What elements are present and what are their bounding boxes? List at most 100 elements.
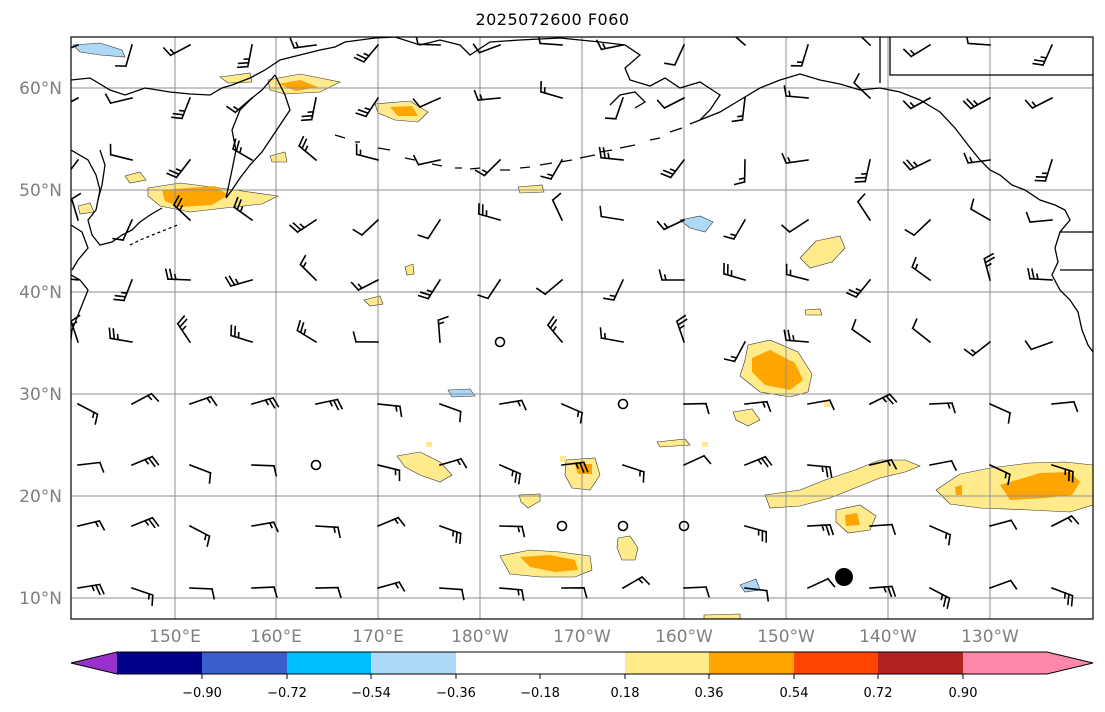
- colorbar-tick-1: −0.72: [267, 686, 307, 701]
- wind-barb: [1032, 43, 1054, 67]
- wind-barb: [540, 158, 564, 181]
- colorbar-tick-7: 0.54: [780, 686, 809, 701]
- wind-barb: [656, 96, 686, 110]
- wind-barb: [352, 218, 380, 237]
- lon-label-150w: 150°W: [757, 627, 815, 647]
- colorbar-tick-2: −0.54: [351, 686, 391, 701]
- wind-barb: [983, 252, 996, 281]
- wind-barb: [1051, 400, 1079, 413]
- lon-label-140w: 140°W: [859, 627, 917, 647]
- wind-barb: [232, 196, 254, 222]
- wind-barb: [723, 340, 747, 363]
- colorbar-swatch-7: [625, 652, 709, 674]
- wind-barb: [172, 195, 192, 222]
- wind-barb: [807, 399, 835, 411]
- wind-barb: [1027, 267, 1053, 281]
- wind-barb: [807, 523, 835, 536]
- wind-barb: [963, 340, 992, 357]
- wind-barb: [289, 37, 317, 49]
- wind-barb: [1024, 340, 1054, 351]
- colorbar: −0.90 −0.72 −0.54 −0.36 −0.18 0.18 0.36 …: [70, 651, 1094, 701]
- calm-wind-markers: [310, 336, 690, 532]
- wind-barb: [656, 218, 686, 231]
- wind-barb: [807, 464, 833, 478]
- wind-barb: [962, 96, 992, 110]
- wind-barb: [902, 96, 932, 110]
- wind-barb: [850, 318, 872, 344]
- wind-barb: [296, 319, 318, 344]
- wind-barb: [162, 43, 192, 57]
- wind-barb: [785, 263, 809, 281]
- wind-barb: [412, 154, 441, 166]
- wind-barb: [1050, 586, 1074, 607]
- wind-barb: [472, 43, 502, 54]
- wind-barb: [115, 44, 133, 68]
- wind-barb: [988, 402, 1012, 424]
- wind-barb: [71, 192, 82, 221]
- lat-label-30: 30°N: [19, 385, 62, 405]
- wind-barb: [856, 193, 872, 222]
- wind-barb: [929, 401, 957, 414]
- wind-barb: [969, 198, 992, 222]
- colorbar-tick-3: −0.36: [436, 686, 476, 701]
- wind-barb: [599, 205, 624, 221]
- wind-barb: [560, 402, 584, 424]
- wind-barb: [412, 96, 442, 109]
- wind-barb: [595, 39, 624, 51]
- lat-label-20: 20°N: [19, 487, 62, 507]
- colorbar-swatch-3: [287, 652, 371, 674]
- wind-barb: [683, 402, 710, 415]
- wind-barb: [599, 327, 624, 343]
- wind-barb: [224, 275, 253, 288]
- colorbar-swatch-2: [202, 652, 287, 674]
- wind-barb: [660, 158, 686, 179]
- wind-barb: [231, 138, 254, 162]
- wind-barb: [377, 464, 401, 482]
- wind-barb: [929, 459, 958, 471]
- colorbar-tick-6: 0.36: [695, 686, 724, 701]
- wind-barb: [176, 315, 192, 344]
- wind-barb: [868, 393, 898, 406]
- wind-barb: [71, 278, 79, 281]
- wind-barb: [780, 218, 810, 234]
- wind-barb: [621, 575, 651, 590]
- wind-barb: [546, 315, 564, 344]
- wind-barb: [189, 587, 216, 600]
- wind-barb: [251, 464, 278, 477]
- colorbar-swatch-11: [963, 652, 1093, 674]
- wind-barb: [315, 586, 342, 599]
- wind-barb: [928, 524, 952, 546]
- map-title: 2025072600 F060: [475, 10, 630, 29]
- wind-barb: [439, 457, 468, 469]
- wind-barb: [130, 516, 160, 529]
- wind-barb: [734, 37, 747, 47]
- wind-barb: [498, 463, 522, 485]
- wind-barb: [76, 402, 99, 425]
- wind-barb: [417, 278, 442, 300]
- wind-barb: [473, 89, 501, 102]
- longitude-labels: 150°E 160°E 170°E 180°W 170°W 160°W 150°…: [149, 627, 1019, 647]
- wind-barb: [77, 519, 106, 531]
- lat-label-40: 40°N: [19, 283, 62, 303]
- colorbar-swatch-9: [794, 652, 878, 674]
- storm-center-marker: [835, 568, 853, 586]
- wind-barb: [744, 587, 770, 602]
- colorbar-tick-5: 0.18: [611, 686, 640, 701]
- wind-barb: [869, 523, 897, 536]
- wind-barb: [315, 398, 344, 411]
- wind-barb: [299, 254, 318, 282]
- wind-barb: [963, 152, 991, 165]
- colorbar-swatch-10: [878, 652, 963, 674]
- wind-barb: [477, 203, 501, 221]
- wind-barb: [251, 586, 278, 598]
- wind-barb: [113, 278, 134, 302]
- wind-barb: [869, 585, 897, 598]
- wind-barb: [683, 585, 711, 598]
- wind-barb: [744, 400, 772, 413]
- wind-barb: [731, 97, 746, 123]
- wind-barb: [602, 278, 625, 302]
- map-frame: [70, 36, 1094, 620]
- wind-barb: [911, 256, 932, 282]
- wind-barb: [112, 218, 134, 242]
